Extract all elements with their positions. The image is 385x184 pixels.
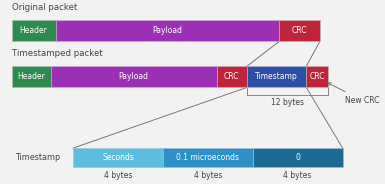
Bar (253, 148, 343, 167)
Text: CRC: CRC (310, 72, 325, 81)
Bar (50, 66, 216, 87)
Bar (279, 20, 320, 41)
Text: Header: Header (17, 72, 45, 81)
Bar (216, 66, 247, 87)
Bar (73, 148, 163, 167)
Text: CRC: CRC (224, 72, 239, 81)
Text: Timestamp: Timestamp (255, 72, 298, 81)
Text: Original packet: Original packet (12, 3, 77, 12)
Text: 0.1 microeconds: 0.1 microeconds (176, 153, 239, 162)
Text: 0: 0 (295, 153, 300, 162)
Bar (247, 66, 306, 87)
Text: Payload: Payload (119, 72, 149, 81)
Bar (12, 20, 55, 41)
Bar (163, 148, 253, 167)
Text: New CRC: New CRC (328, 83, 379, 105)
Text: 12 bytes: 12 bytes (271, 98, 304, 107)
Text: Timestamp: Timestamp (15, 153, 60, 162)
Text: Seconds: Seconds (102, 153, 134, 162)
Text: Header: Header (20, 26, 47, 35)
Bar (55, 20, 279, 41)
Text: 4 bytes: 4 bytes (104, 171, 132, 180)
Text: Timestamped packet: Timestamped packet (12, 49, 102, 58)
Text: CRC: CRC (292, 26, 307, 35)
Bar (306, 66, 328, 87)
Text: Payload: Payload (152, 26, 182, 35)
Text: 4 bytes: 4 bytes (283, 171, 312, 180)
Text: 4 bytes: 4 bytes (194, 171, 222, 180)
Bar (12, 66, 50, 87)
